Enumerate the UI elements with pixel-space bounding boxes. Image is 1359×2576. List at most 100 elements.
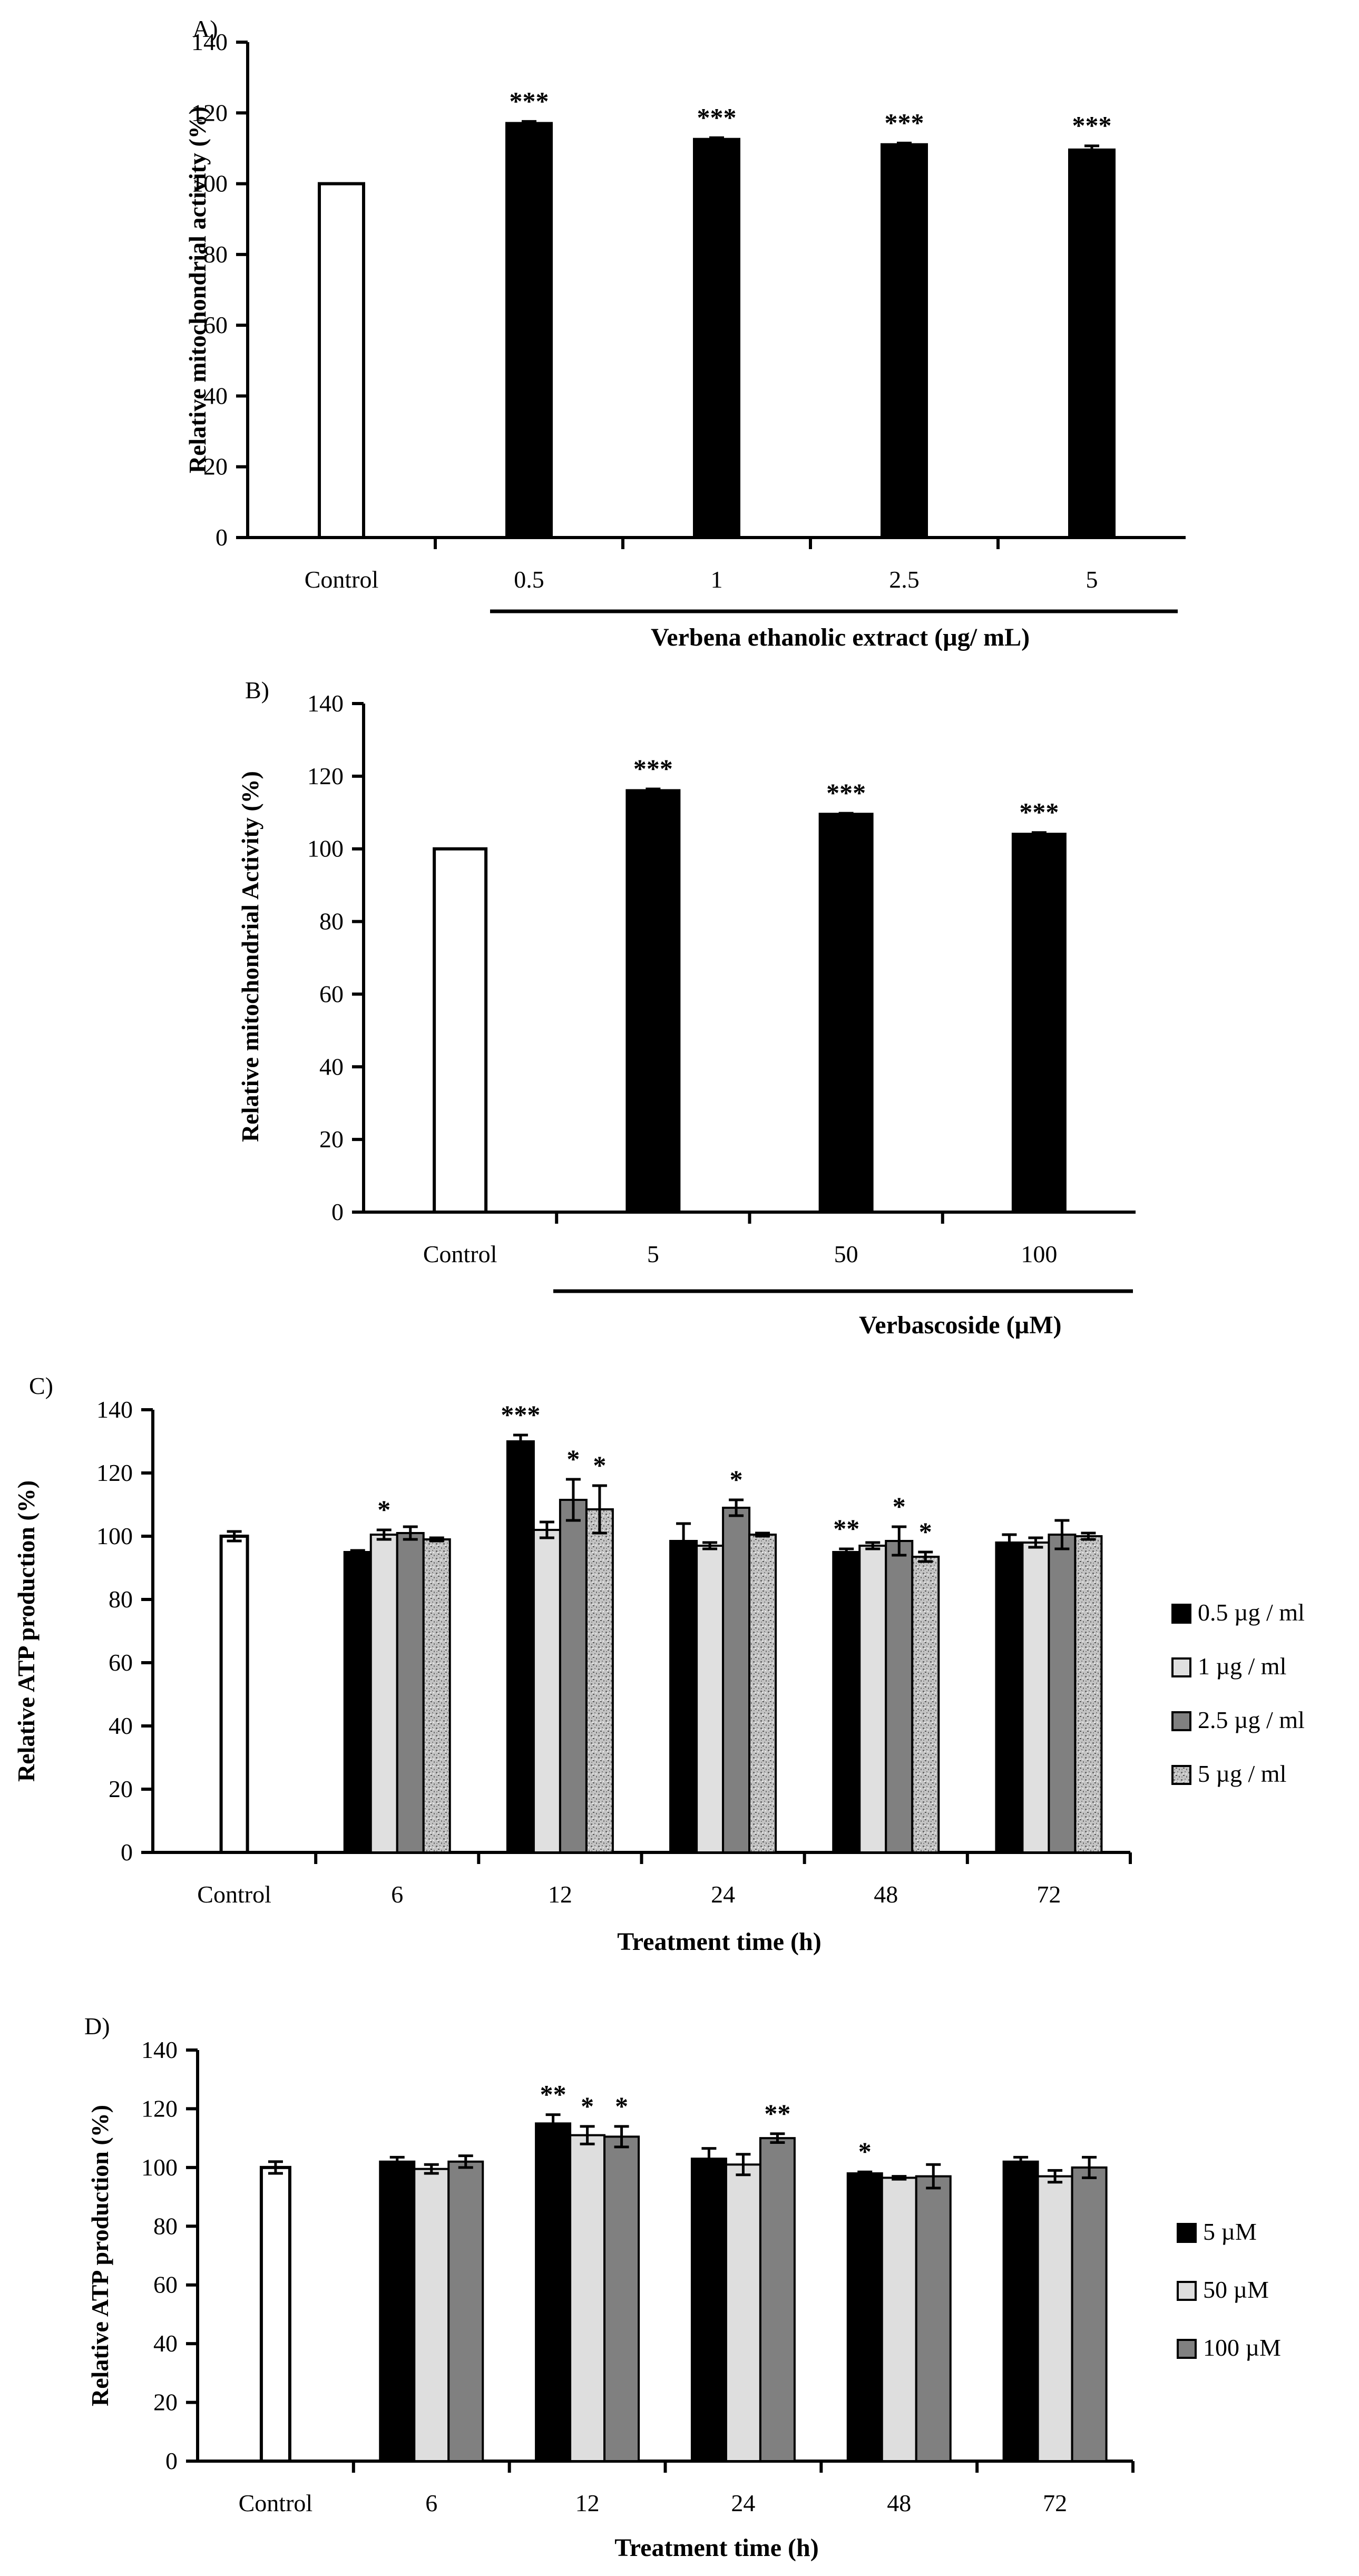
group-label: Verbascoside (µM) [859,1311,1062,1339]
y-tick-label: 80 [203,241,228,268]
panel-label: A) [192,15,218,42]
y-tick-label: 100 [191,170,228,197]
bar-72h-series-1 [995,1541,1024,1853]
bar-24h-series-1 [669,1540,698,1853]
y-tick-label: 60 [319,980,344,1007]
y-tick-label: 140 [191,28,228,55]
bar-6h-series-1 [379,2160,416,2463]
y-tick-label: 0 [331,1198,344,1225]
bar-2.5 [881,143,928,539]
significance-label: *** [826,778,866,807]
significance-label: *** [1072,111,1112,140]
legend-label: 0.5 µg / ml [1198,1599,1305,1626]
bar-12h-series-1 [506,1440,535,1853]
y-tick-label: 40 [153,2330,178,2357]
x-tick-label: 6 [425,2490,437,2516]
x-axis-title: Treatment time (h) [614,2534,818,2562]
bar-12h-series-4 [585,1508,614,1853]
significance-label: *** [501,1400,540,1429]
y-tick-label: 80 [153,2212,178,2239]
x-tick-label: 24 [711,1881,735,1908]
legend-label: 50 µM [1203,2276,1269,2303]
bar-24h-series-1 [690,2158,727,2463]
bar-48h-series-2 [858,1545,887,1853]
legend-swatch [1171,1657,1191,1677]
significance-label: * [593,1450,606,1480]
y-tick-label: 60 [203,311,228,338]
bar-control [318,182,365,540]
significance-label: *** [885,108,924,137]
significance-label: *** [633,754,673,783]
bar-48h-series-2 [881,2177,917,2462]
significance-label: * [615,2091,628,2121]
y-tick-label: 0 [165,2447,178,2474]
y-tick-label: 20 [319,1126,344,1153]
y-tick-label: 20 [153,2389,178,2416]
bar-12h-series-2 [569,2134,606,2463]
bar-6h-series-1 [343,1551,372,1853]
y-tick-label: 20 [203,453,228,480]
bar-control [259,2165,291,2463]
x-tick-label: 12 [575,2490,600,2516]
y-tick-label: 80 [109,1586,133,1613]
bar-72h-series-3 [1071,2166,1108,2462]
bar-6h-series-3 [447,2160,484,2463]
group-label: Verbena ethanolic extract (µg/ mL) [651,623,1030,651]
bar-100 [1011,833,1067,1214]
y-tick-label: 0 [216,524,228,551]
x-tick-label: 5 [1086,566,1098,593]
legend-label: 100 µM [1203,2334,1281,2361]
x-tick-label: 48 [887,2490,911,2516]
x-tick-label: 100 [1021,1241,1057,1267]
y-tick-label: 120 [96,1459,133,1486]
y-tick-label: 60 [153,2271,178,2298]
bar-24h-series-2 [696,1545,725,1853]
significance-label: ** [764,2099,790,2128]
legend-swatch [1171,1711,1191,1731]
y-tick-label: 140 [307,690,344,717]
x-tick-label: 1 [711,566,723,593]
x-tick-label: 48 [874,1881,898,1908]
y-tick-label: 120 [191,99,228,126]
significance-label: ** [540,2080,566,2109]
legend-label: 1 µg / ml [1198,1653,1286,1680]
bar-72h-series-2 [1021,1541,1050,1853]
legend-swatch [1177,2223,1197,2243]
bar-48h-series-1 [832,1551,861,1853]
legend-swatch [1171,1765,1191,1785]
bar-50 [818,813,874,1214]
x-tick-label: 12 [548,1881,572,1908]
panel-label: B) [245,677,269,704]
x-tick-label: 0.5 [514,566,544,593]
bar-12h-series-3 [559,1499,588,1853]
bar-6h-series-2 [413,2168,450,2463]
significance-label: *** [1019,797,1059,827]
significance-label: * [858,2136,872,2166]
bar-control [219,1535,249,1854]
significance-label: * [566,1444,580,1474]
y-tick-label: 0 [121,1839,133,1866]
bar-24h-series-3 [722,1507,751,1853]
legend-label: 2.5 µg / ml [1198,1706,1305,1733]
significance-label: * [919,1517,932,1546]
y-tick-label: 80 [319,908,344,935]
y-tick-label: 120 [141,2095,178,2122]
legend-swatch [1177,2281,1197,2301]
bar-0.5 [505,122,553,539]
y-tick-label: 40 [319,1053,344,1080]
significance-label: * [581,2091,594,2121]
y-tick-label: 20 [109,1775,133,1802]
bar-5 [625,789,681,1214]
bar-6h-series-2 [369,1534,398,1853]
y-tick-label: 40 [109,1712,133,1739]
bar-72h-series-3 [1048,1534,1077,1853]
bar-12h-series-2 [532,1529,561,1853]
y-axis-title: Relative mitochondrial Activity (%) [237,771,263,1142]
legend-swatch [1177,2339,1197,2359]
bar-6h-series-3 [396,1532,425,1853]
y-tick-label: 100 [141,2154,178,2181]
bar-12h-series-1 [535,2122,572,2462]
bar-48h-series-3 [885,1540,914,1853]
significance-label: *** [697,102,737,132]
